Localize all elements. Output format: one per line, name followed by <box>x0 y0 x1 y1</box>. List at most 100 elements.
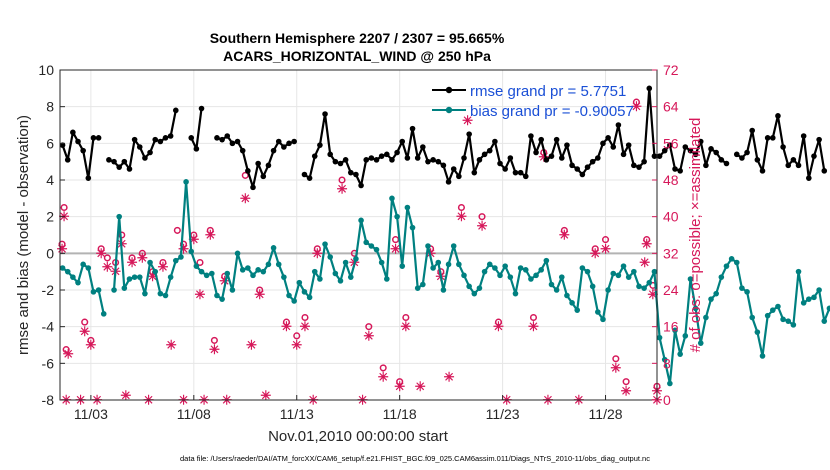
rmse-point-102 <box>584 164 591 170</box>
bias-point-140 <box>780 316 786 323</box>
bias-point-24 <box>183 179 189 185</box>
rmse-point-36 <box>245 168 251 174</box>
rmse-point-49 <box>311 153 318 159</box>
bias-point-133 <box>744 289 750 295</box>
bias-point-149 <box>826 305 830 312</box>
chart-title-line1: Southern Hemisphere 2207 / 2307 = 95.665… <box>210 30 505 46</box>
assimilated-obs-marker-19: ✳ <box>178 241 189 256</box>
rmse-point-77 <box>456 173 462 180</box>
right-y-tick-label-1: 8 <box>663 355 671 371</box>
possible-obs-marker-29 <box>379 364 387 372</box>
possible-obs-marker-26 <box>338 176 346 184</box>
bias-point-113 <box>641 285 647 291</box>
bias-point-145 <box>806 296 812 302</box>
bias-point-137 <box>764 312 771 319</box>
bias-point-14 <box>131 274 138 280</box>
rmse-point-26 <box>193 146 200 152</box>
bias-point-4 <box>80 261 86 268</box>
rmse-point-129 <box>723 160 730 167</box>
rmse-point-48 <box>306 175 313 181</box>
left-y-tick-label-3: -2 <box>42 282 55 298</box>
rmse-point-117 <box>661 147 668 154</box>
bias-point-61 <box>373 246 380 253</box>
bias-point-86 <box>502 263 508 269</box>
rmse-point-131 <box>733 151 740 158</box>
rmse-point-37 <box>250 184 256 191</box>
rmse-point-108 <box>615 122 622 128</box>
rmse-point-145 <box>806 175 812 181</box>
possible-obs-marker-31 <box>396 378 404 386</box>
rmse-point-34 <box>234 138 241 145</box>
bias-point-32 <box>224 270 231 277</box>
assimilated-obs-marker-50: ✳ <box>462 113 473 128</box>
rmse-point-121 <box>682 144 689 150</box>
bias-point-31 <box>219 296 225 302</box>
assimilated-obs-marker-41: ✳ <box>378 370 389 385</box>
rmse-point-3 <box>75 138 81 145</box>
rmse-point-103 <box>589 158 596 165</box>
rmse-point-139 <box>775 113 781 119</box>
left-y-tick-label-7: 6 <box>46 135 54 151</box>
rmse-point-88 <box>512 169 519 176</box>
bias-point-148 <box>821 318 828 324</box>
possible-obs-marker-25 <box>313 245 321 253</box>
bias-point-56 <box>347 274 354 280</box>
bias-point-63 <box>384 276 390 282</box>
rmse-point-15 <box>136 144 143 150</box>
left-y-tick-label-5: 2 <box>46 209 54 225</box>
rmse-point-135 <box>754 157 761 163</box>
rmse-point-85 <box>497 160 503 167</box>
rmse-point-50 <box>317 142 323 148</box>
bias-point-64 <box>389 195 395 202</box>
bias-point-123 <box>692 305 699 312</box>
assimilated-obs-marker-25: ✳ <box>209 342 220 357</box>
assimilated-obs-marker-42: ✳ <box>390 241 401 256</box>
rmse-point-118 <box>667 142 673 148</box>
right-y-tick-label-4: 32 <box>663 245 679 261</box>
rmse-point-91 <box>528 133 534 139</box>
rmse-point-87 <box>507 155 514 161</box>
bias-point-28 <box>203 272 210 279</box>
assimilated-obs-marker-33: ✳ <box>291 338 302 353</box>
assimilated-obs-marker-37: ✳ <box>337 182 348 197</box>
left-y-axis-label: rmse and bias (model - observation) <box>15 115 32 355</box>
rmse-point-140 <box>780 144 786 150</box>
bias-point-100 <box>574 307 581 313</box>
rmse-point-6 <box>90 135 97 141</box>
bias-point-110 <box>625 274 632 280</box>
assimilated-obs-marker-16: ✳ <box>147 269 158 284</box>
bias-point-71 <box>425 243 431 249</box>
rmse-point-69 <box>414 155 421 161</box>
possible-obs-marker-6 <box>103 254 111 262</box>
rmse-point-40 <box>265 162 272 169</box>
bias-point-126 <box>708 296 714 302</box>
bias-point-57 <box>353 256 359 262</box>
bias-point-132 <box>739 285 745 291</box>
x-axis-label: Nov.01,2010 00:00:00 start <box>268 428 449 445</box>
assimilated-obs-marker-55: ✳ <box>538 150 549 165</box>
rmse-point-2 <box>70 129 76 136</box>
bias-point-47 <box>301 289 308 295</box>
assimilated-obs-marker-31: ✳ <box>260 388 271 403</box>
rmse-point-30 <box>214 135 220 141</box>
bias-point-101 <box>579 265 586 271</box>
bias-point-29 <box>209 270 215 277</box>
rmse-point-144 <box>800 133 807 139</box>
bias-point-42 <box>275 261 282 268</box>
left-y-tick-label-9: 10 <box>38 62 54 78</box>
rmse-point-80 <box>471 169 478 176</box>
possible-obs-marker-3 <box>81 318 89 326</box>
bias-point-55 <box>342 259 349 266</box>
assimilated-obs-marker-40: ✳ <box>363 328 374 343</box>
possible-obs-marker-44 <box>622 378 630 386</box>
rmse-point-110 <box>625 142 632 148</box>
rmse-point-60 <box>368 155 375 161</box>
assimilated-obs-marker-65: ✳ <box>641 237 652 252</box>
assimilated-obs-marker-66: ✳ <box>647 287 658 302</box>
rmse-point-127 <box>713 149 719 156</box>
rmse-point-86 <box>502 166 508 172</box>
rmse-point-56 <box>347 169 354 176</box>
possible-obs-marker-40 <box>560 226 568 234</box>
rmse-point-90 <box>522 173 529 180</box>
assimilated-obs-marker-57: ✳ <box>559 228 570 243</box>
